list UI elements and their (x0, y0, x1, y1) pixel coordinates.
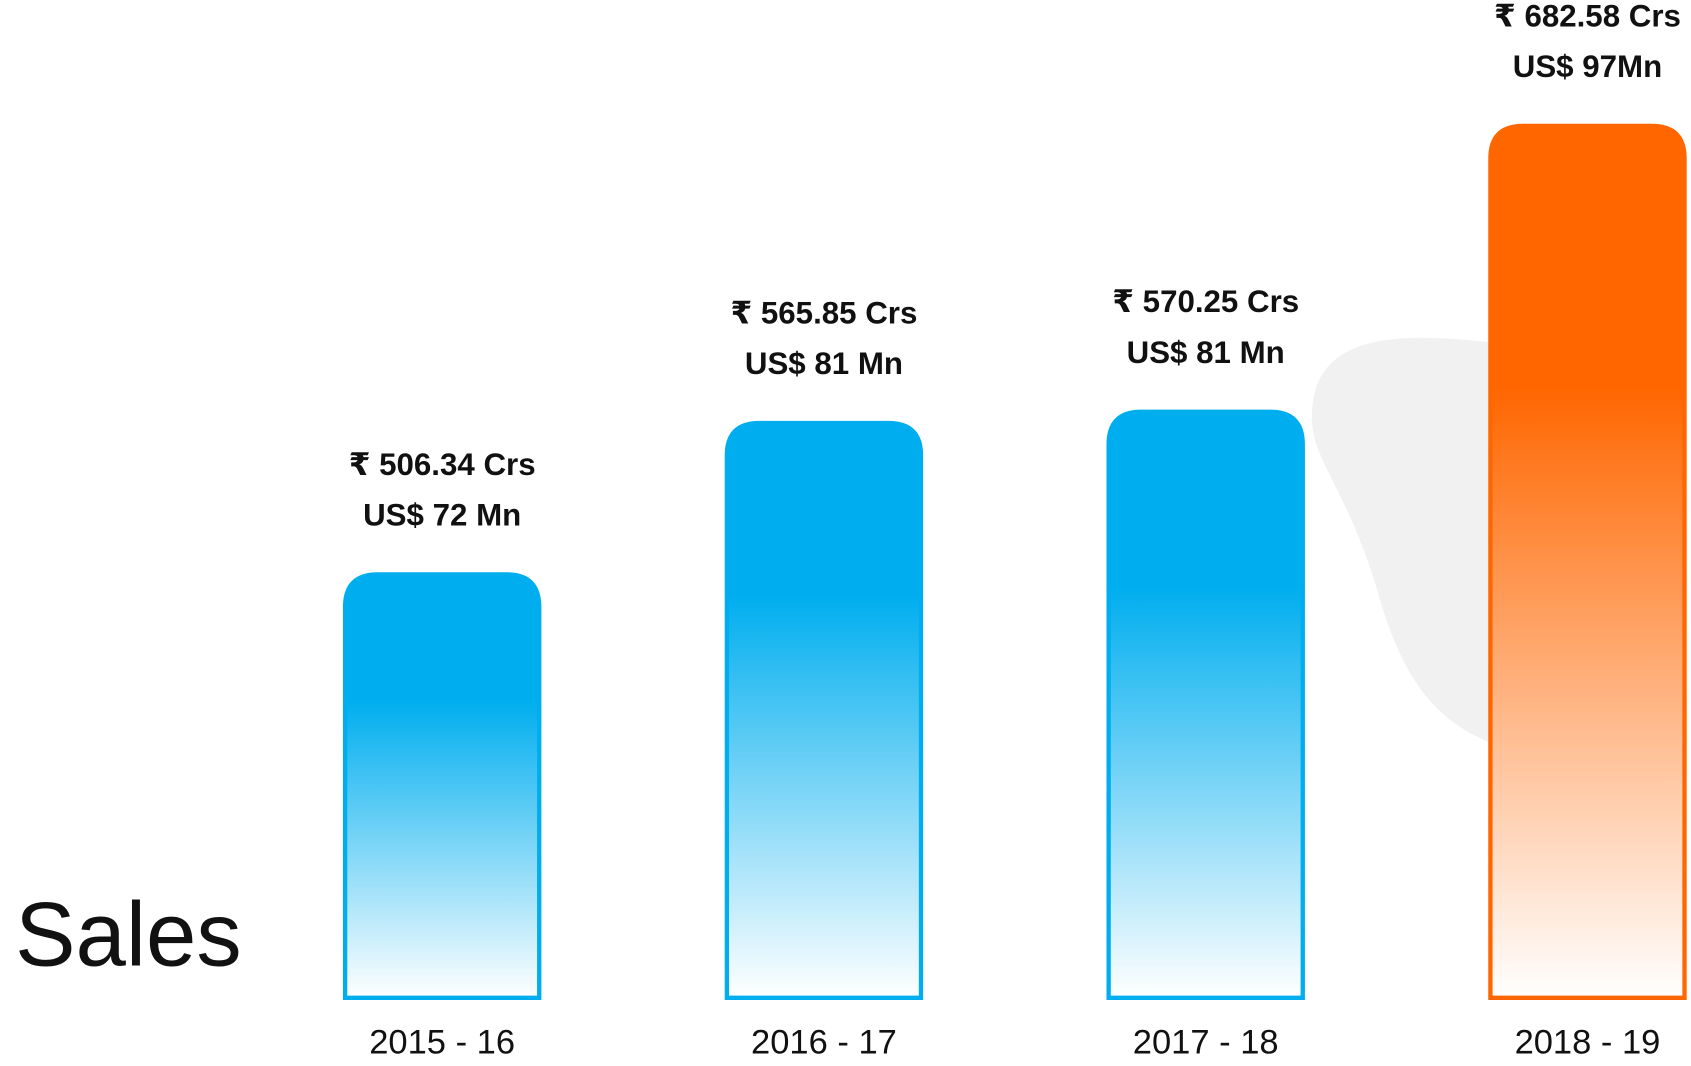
x-tick-label: 2015 - 16 (369, 1023, 515, 1061)
x-tick-label: 2017 - 18 (1133, 1023, 1279, 1061)
usd-label: US$ 72 Mn (363, 498, 521, 533)
background-shape (1311, 337, 1532, 756)
bar (1488, 123, 1687, 1000)
usd-label: US$ 81 Mn (745, 346, 903, 381)
usd-label: US$ 97Mn (1513, 49, 1662, 84)
bar (342, 572, 542, 1000)
usd-label: US$ 81 Mn (1127, 335, 1285, 370)
value-label: ₹ 506.34 Crs (349, 447, 536, 482)
bar (724, 420, 924, 1000)
chart-title: Sales (15, 885, 242, 986)
x-tick-label: 2016 - 17 (751, 1023, 897, 1061)
value-label: ₹ 565.85 Crs (730, 295, 917, 330)
value-label: ₹ 682.58 Crs (1494, 0, 1681, 33)
bar (1106, 409, 1305, 1000)
value-label: ₹ 570.25 Crs (1112, 284, 1299, 319)
x-tick-label: 2018 - 19 (1515, 1023, 1661, 1061)
